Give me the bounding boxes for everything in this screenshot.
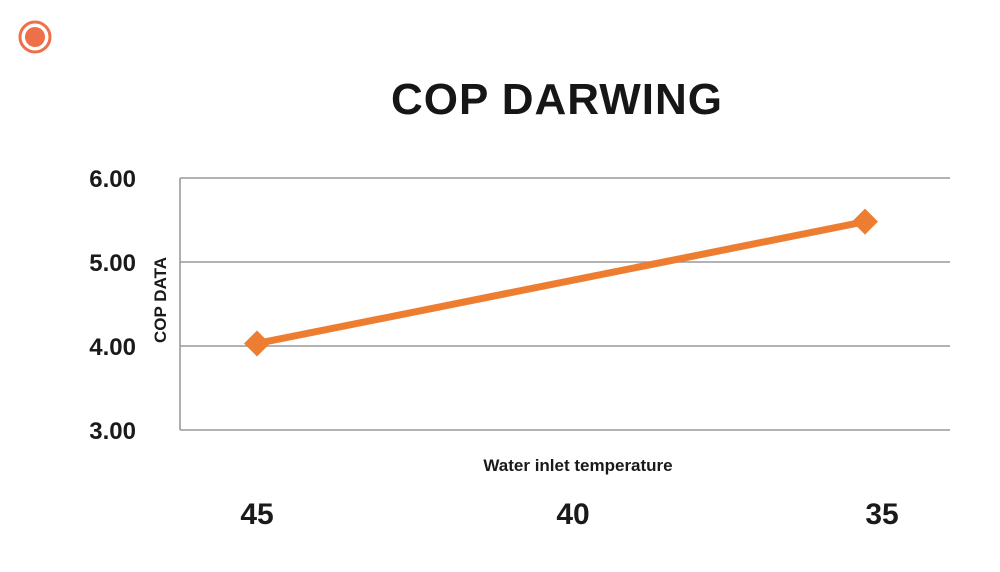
x-tick-labels: 45 40 35 [240, 498, 898, 531]
data-point-marker [852, 208, 878, 235]
series-layer [244, 208, 878, 357]
y-tick-label: 5.00 [89, 250, 136, 277]
y-tick-labels: 3.00 4.00 5.00 6.00 [89, 166, 136, 445]
x-tick-label: 45 [240, 498, 273, 531]
y-tick-label: 6.00 [89, 166, 136, 193]
y-tick-label: 4.00 [89, 334, 136, 361]
y-tick-label: 3.00 [89, 418, 136, 445]
x-axis-label: Water inlet temperature [483, 456, 672, 475]
chart-title: COP DARWING [391, 75, 723, 124]
series-line [253, 218, 869, 347]
x-tick-label: 40 [556, 498, 589, 531]
data-point-marker [244, 330, 270, 357]
gridlines [179, 177, 950, 431]
orange-ring-dot-icon [18, 20, 52, 54]
x-tick-label: 35 [865, 498, 898, 531]
y-axis-label: COP DATA [151, 257, 170, 343]
